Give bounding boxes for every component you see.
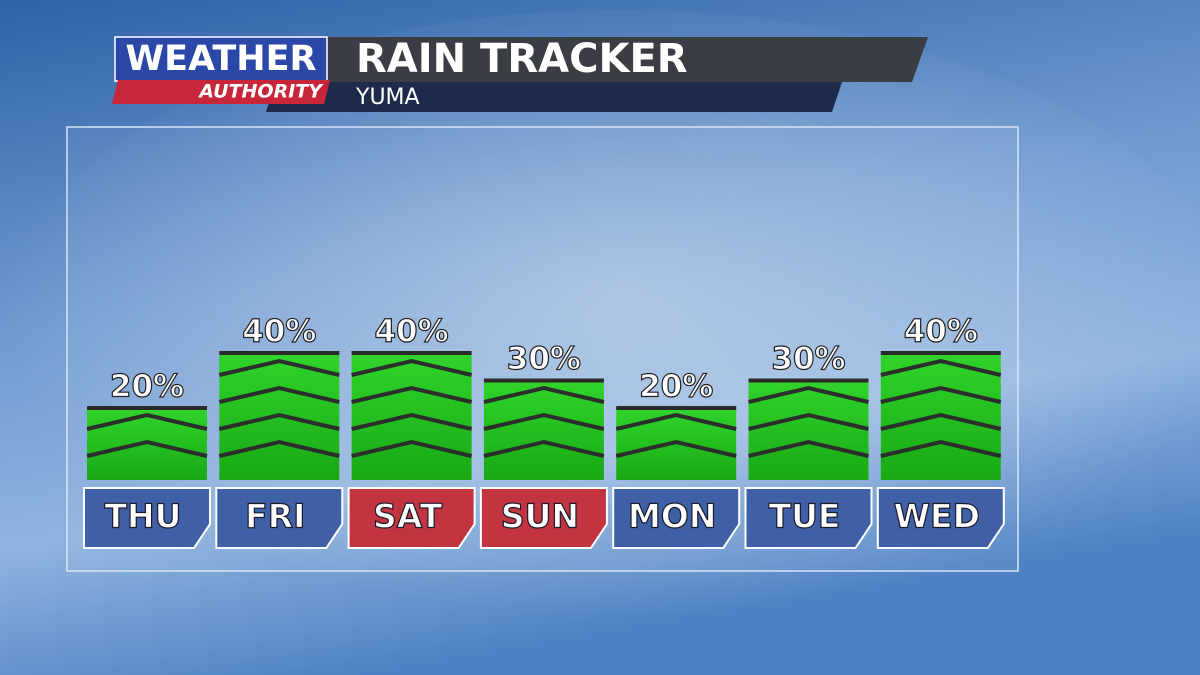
- day-label: WED: [894, 497, 980, 536]
- chevron: [748, 439, 869, 458]
- value-label: 30%: [771, 341, 845, 377]
- day-box: [744, 487, 873, 549]
- value-label: 40%: [904, 314, 978, 350]
- bar: [219, 355, 340, 480]
- chevron: [218, 385, 340, 404]
- chevron: [615, 412, 737, 431]
- chart-subtitle: YUMA: [355, 85, 420, 110]
- value-label: 40%: [374, 314, 448, 350]
- day-label: SUN: [501, 497, 579, 536]
- logo-subtext: AUTHORITY: [197, 81, 324, 103]
- day-box: [347, 487, 476, 549]
- chevron: [218, 412, 340, 431]
- day-label: MON: [628, 497, 717, 536]
- chevron: [218, 439, 340, 458]
- chevron: [86, 412, 208, 431]
- chevron: [483, 385, 605, 404]
- chevron: [748, 385, 869, 404]
- chevron: [615, 439, 737, 458]
- day-label: THU: [105, 497, 182, 536]
- bar: [351, 355, 472, 480]
- bar-cap: [219, 351, 340, 355]
- value-label: 20%: [110, 369, 184, 405]
- day-box: [479, 487, 608, 549]
- chevron: [880, 439, 1002, 458]
- chart-title: RAIN TRACKER: [356, 36, 688, 82]
- day-label: FRI: [245, 497, 305, 536]
- bar: [616, 410, 737, 480]
- day-box: [612, 487, 741, 549]
- day-box: [83, 487, 211, 549]
- bar-cap: [87, 406, 207, 410]
- bar-cap: [351, 351, 472, 355]
- value-label: 20%: [639, 369, 713, 405]
- chevron: [351, 358, 473, 377]
- day-label: TUE: [769, 497, 841, 536]
- chevron: [218, 358, 340, 377]
- day-label: SAT: [373, 497, 443, 536]
- bar-cap: [880, 351, 1001, 355]
- chevron: [880, 358, 1002, 377]
- bar-cap: [748, 378, 869, 383]
- logo-box: [114, 36, 328, 82]
- logo-strip: [112, 80, 330, 104]
- chevron: [483, 412, 605, 431]
- chevron: [748, 412, 869, 431]
- bar-cap: [483, 378, 604, 383]
- subtitle-bar: [266, 82, 842, 112]
- chevron: [86, 439, 208, 458]
- day-box: [215, 487, 344, 549]
- chevron: [483, 439, 605, 458]
- bar: [880, 355, 1001, 480]
- bar: [87, 410, 207, 480]
- value-label: 40%: [242, 314, 316, 350]
- chevron: [351, 412, 473, 431]
- chevron: [351, 439, 473, 458]
- chevron: [880, 412, 1002, 431]
- day-box: [876, 487, 1005, 549]
- bar-cap: [616, 406, 737, 410]
- logo-text: WEATHER: [126, 39, 317, 79]
- chevron: [880, 385, 1002, 404]
- title-bar: [276, 37, 928, 82]
- chevron: [351, 385, 473, 404]
- value-label: 30%: [507, 341, 581, 377]
